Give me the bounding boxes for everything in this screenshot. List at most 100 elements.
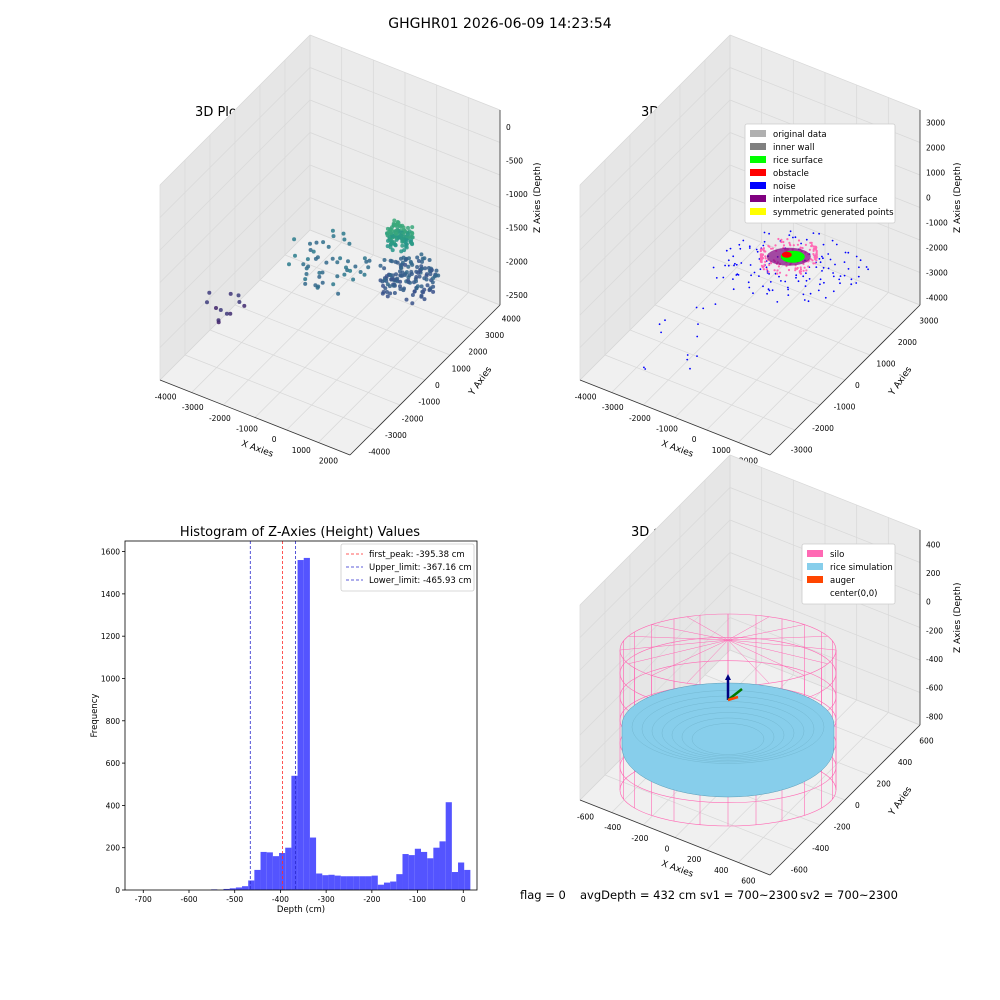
data-point — [330, 256, 335, 261]
y-axis-label: Frequency — [90, 694, 100, 738]
noise-point — [763, 240, 766, 243]
noise-point — [805, 272, 807, 275]
silo-roof — [619, 639, 729, 651]
data-point — [342, 237, 347, 242]
silo-roof — [727, 639, 770, 684]
noise-point — [832, 290, 835, 293]
data-point — [402, 273, 407, 277]
noise-point — [795, 274, 798, 277]
wall-point — [795, 267, 799, 270]
data-point — [362, 272, 367, 277]
auger-x-arrow — [727, 695, 739, 702]
wall-point — [760, 253, 763, 256]
noise-point — [724, 264, 726, 267]
noise-point — [815, 266, 818, 268]
data-point — [358, 270, 363, 274]
x-tick-label: 1000 — [292, 446, 311, 455]
data-point — [399, 256, 403, 261]
grid-line — [579, 487, 731, 638]
y-tick-label: -3000 — [791, 445, 813, 454]
z-tick-label: 0 — [926, 598, 931, 607]
data-point — [407, 256, 411, 261]
data-point — [380, 279, 385, 284]
histogram-bar — [359, 876, 366, 890]
histogram-bar — [254, 869, 261, 890]
panel-classify-3d: 3D classify of Silo Interior-4000-3000-2… — [575, 34, 963, 466]
data-point — [304, 272, 309, 276]
x-tick-label: 2000 — [319, 457, 338, 466]
wall-point — [815, 253, 818, 256]
grid-line — [284, 254, 476, 331]
y-tick-label: -2000 — [812, 424, 834, 433]
grid-line — [309, 67, 501, 143]
histogram-bar — [340, 876, 347, 890]
data-point — [393, 242, 398, 247]
wall-point — [782, 240, 785, 244]
noise-point — [838, 278, 841, 281]
legend-label: Upper_limit: -367.16 cm — [369, 563, 472, 573]
data-point — [399, 262, 404, 267]
noise-point — [829, 258, 832, 261]
wall-point — [786, 238, 789, 241]
grid-line — [704, 254, 896, 331]
wall-point — [759, 250, 762, 253]
noise-point — [748, 286, 751, 289]
data-point — [330, 228, 335, 233]
z-tick-label: 0 — [926, 194, 931, 203]
data-point — [353, 264, 358, 269]
noise-point — [696, 355, 698, 357]
noise-point — [697, 323, 699, 325]
noise-point — [748, 245, 751, 248]
histogram-bar — [433, 847, 440, 890]
panel-simulation-3d: 3D simulation of Silo Interior-600-400-2… — [577, 454, 963, 886]
noise-point — [843, 261, 846, 263]
histogram-bar — [322, 875, 329, 890]
histogram-bar — [396, 874, 403, 890]
wall-point — [780, 240, 783, 244]
noise-point — [827, 253, 830, 255]
histogram-bar — [365, 876, 372, 890]
silo-roof — [651, 624, 729, 641]
noise-point — [818, 258, 821, 260]
noise-point — [729, 247, 732, 250]
noise-point — [732, 278, 734, 280]
legend-label: silo — [830, 550, 844, 560]
y-tick-label: 0 — [115, 886, 120, 895]
data-point — [400, 243, 405, 248]
data-point — [422, 256, 427, 261]
y-tick-label: -4000 — [368, 448, 390, 457]
data-point — [218, 308, 223, 312]
legend-swatch — [750, 143, 766, 150]
x-tick-label: -600 — [180, 895, 197, 904]
data-point — [387, 235, 392, 240]
histogram-bar — [260, 851, 267, 890]
z-axis-label: Z Axies (Depth) — [953, 582, 963, 653]
legend-swatch — [750, 156, 766, 163]
x-tick-label: -300 — [318, 895, 335, 904]
legend-label: rice simulation — [830, 563, 893, 573]
y-tick-label: 3000 — [485, 331, 504, 340]
data-point — [410, 293, 415, 297]
noise-point — [843, 274, 846, 277]
noise-point — [792, 236, 794, 239]
data-point — [236, 293, 241, 298]
noise-point — [689, 367, 691, 370]
noise-point — [722, 276, 725, 279]
x-tick-label: -200 — [363, 895, 380, 904]
wall-point — [807, 265, 810, 268]
histogram-bar — [309, 837, 317, 890]
data-point — [367, 258, 372, 263]
noise-point — [739, 247, 742, 250]
data-point — [419, 293, 424, 298]
silo-roof — [727, 639, 805, 676]
noise-point — [805, 238, 808, 241]
wall-point — [792, 244, 795, 247]
data-point — [404, 297, 409, 302]
noise-point — [847, 268, 850, 270]
data-point — [314, 240, 319, 245]
noise-point — [643, 366, 645, 369]
noise-point — [832, 275, 835, 278]
y-axis-line — [769, 304, 921, 456]
z-tick-label: 1000 — [926, 169, 945, 178]
noise-point — [855, 255, 858, 258]
